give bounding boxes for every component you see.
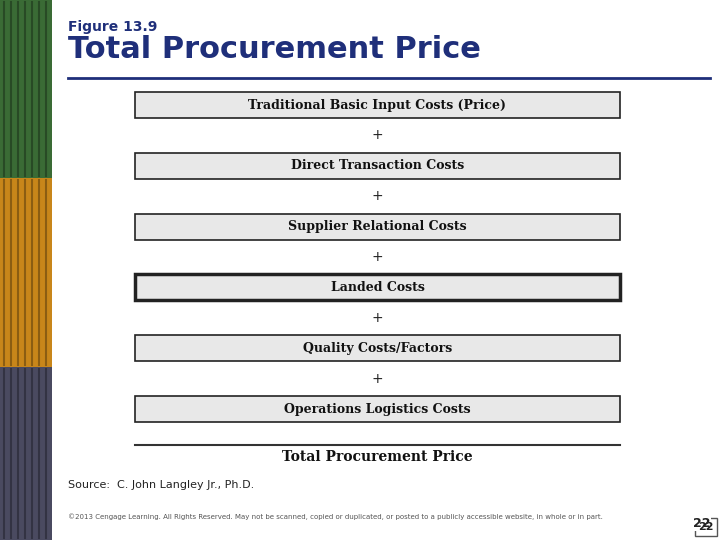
Text: 22: 22 — [693, 517, 710, 530]
Text: +: + — [372, 372, 383, 386]
FancyBboxPatch shape — [135, 214, 620, 240]
Text: +: + — [372, 189, 383, 203]
FancyBboxPatch shape — [0, 0, 52, 178]
Text: Total Procurement Price: Total Procurement Price — [282, 450, 473, 464]
Text: +: + — [372, 311, 383, 325]
Text: Direct Transaction Costs: Direct Transaction Costs — [291, 159, 464, 172]
Text: 22: 22 — [698, 522, 714, 532]
FancyBboxPatch shape — [135, 396, 620, 422]
Text: Supplier Relational Costs: Supplier Relational Costs — [288, 220, 467, 233]
Text: Traditional Basic Input Costs (Price): Traditional Basic Input Costs (Price) — [248, 98, 506, 111]
FancyBboxPatch shape — [135, 274, 620, 300]
FancyBboxPatch shape — [135, 92, 620, 118]
Text: Total Procurement Price: Total Procurement Price — [68, 35, 481, 64]
Text: Source:  C. John Langley Jr., Ph.D.: Source: C. John Langley Jr., Ph.D. — [68, 480, 254, 490]
FancyBboxPatch shape — [135, 153, 620, 179]
Text: ©2013 Cengage Learning. All Rights Reserved. May not be scanned, copied or dupli: ©2013 Cengage Learning. All Rights Reser… — [68, 514, 603, 520]
FancyBboxPatch shape — [695, 518, 717, 536]
Text: +: + — [372, 250, 383, 264]
Text: Landed Costs: Landed Costs — [330, 281, 424, 294]
Text: Figure 13.9: Figure 13.9 — [68, 20, 158, 34]
FancyBboxPatch shape — [135, 335, 620, 361]
FancyBboxPatch shape — [0, 367, 52, 540]
Text: Operations Logistics Costs: Operations Logistics Costs — [284, 402, 471, 415]
Text: +: + — [372, 129, 383, 143]
Text: Quality Costs/Factors: Quality Costs/Factors — [303, 342, 452, 355]
FancyBboxPatch shape — [0, 178, 52, 367]
